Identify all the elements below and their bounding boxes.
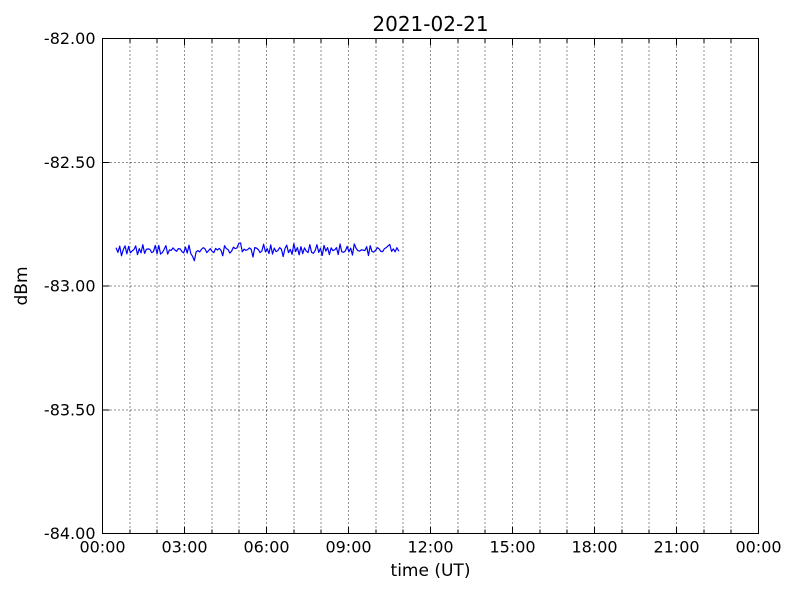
x-tick-label: 03:00 xyxy=(161,538,207,557)
y-tick-label: -82.00 xyxy=(44,29,96,48)
y-tick-label: -82.50 xyxy=(44,153,96,172)
grid-layer xyxy=(102,38,759,534)
x-axis-label: time (UT) xyxy=(391,561,471,581)
y-tick-label: -84.00 xyxy=(44,524,96,543)
x-tick-label: 21:00 xyxy=(653,538,699,557)
x-tick-label: 12:00 xyxy=(407,538,453,557)
y-tick-label: -83.00 xyxy=(44,277,96,296)
signal-trace xyxy=(115,242,400,262)
y-axis-label: dBm xyxy=(12,266,32,305)
plot-border xyxy=(102,38,759,534)
y-tick-label: -83.50 xyxy=(44,400,96,419)
chart-title: 2021-02-21 xyxy=(372,12,488,36)
series-layer xyxy=(115,242,400,262)
y-tick-labels: -82.00 -82.50 -83.00 -83.50 -84.00 xyxy=(44,29,96,543)
x-tick-label: 18:00 xyxy=(571,538,617,557)
x-tick-label: 00:00 xyxy=(79,538,125,557)
x-tick-label: 09:00 xyxy=(325,538,371,557)
x-tick-label: 06:00 xyxy=(243,538,289,557)
x-tick-labels: 00:00 03:00 06:00 09:00 12:00 15:00 18:00 21:00… xyxy=(79,538,781,557)
x-tick-label: 00:00 xyxy=(735,538,781,557)
x-tick-label: 15:00 xyxy=(489,538,535,557)
